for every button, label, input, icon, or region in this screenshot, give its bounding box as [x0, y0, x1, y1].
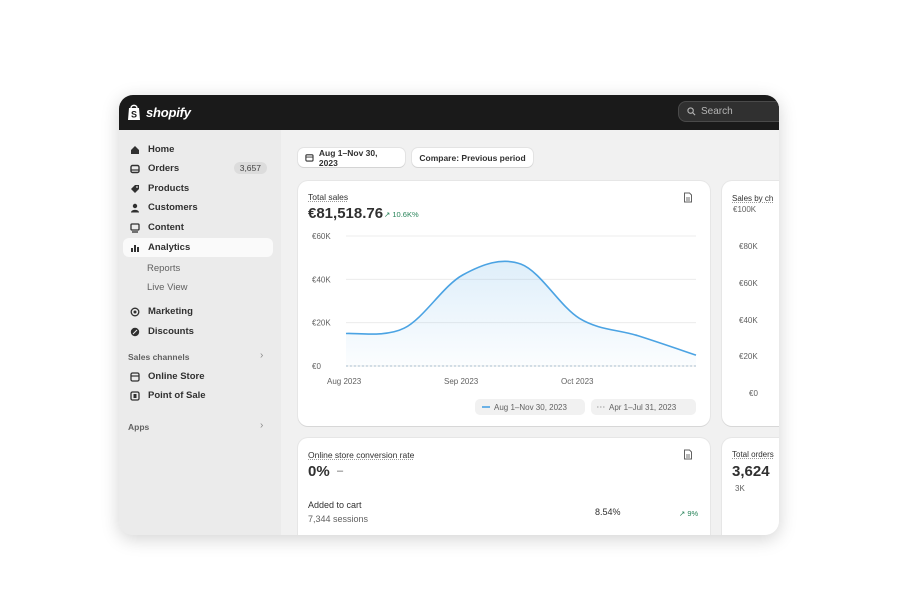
- main-content: Aug 1–Nov 30, 2023 Compare: Previous per…: [281, 130, 779, 535]
- sidebar-item-label: Content: [148, 222, 184, 233]
- sidebar-item-label: Point of Sale: [148, 390, 206, 401]
- sidebar-item-orders[interactable]: Orders 3,657: [123, 159, 273, 178]
- y-tick-label: €0: [749, 389, 758, 398]
- sidebar-item-online-store[interactable]: Online Store: [123, 367, 273, 386]
- legend-chip: [475, 399, 585, 415]
- y-tick-label: €40K: [739, 316, 758, 325]
- target-icon: [129, 306, 141, 318]
- sidebar-item-label: Orders: [148, 163, 180, 174]
- conversion-rate-value: 0%: [308, 463, 330, 480]
- sidebar-subitem-live-view[interactable]: Live View: [147, 282, 188, 293]
- tag-icon: [129, 183, 141, 195]
- orders-icon: [129, 163, 141, 175]
- chevron-right-icon[interactable]: ›: [260, 420, 264, 431]
- sidebar-item-discounts[interactable]: Discounts: [123, 322, 273, 341]
- brand-name: shopify: [146, 104, 191, 120]
- area-fill-current-period: [346, 261, 696, 366]
- discount-icon: [129, 326, 141, 338]
- total-sales-chart: €60K €40K €20K €0 Aug 2023 Sep 2023 Oct 2023 Au…: [312, 232, 697, 415]
- sales-channels-heading[interactable]: Sales channels: [128, 352, 190, 362]
- calendar-icon: [305, 154, 314, 162]
- sidebar-item-home[interactable]: Home: [123, 140, 273, 159]
- sidebar-item-analytics[interactable]: Analytics: [123, 238, 273, 257]
- shopify-logo[interactable]: S shopify: [126, 103, 191, 121]
- y-tick-label: €100K: [733, 205, 757, 214]
- store-icon: [129, 371, 141, 383]
- y-tick-label: €40K: [312, 275, 331, 284]
- total-sales-delta: ↗ 10.6K%: [384, 210, 419, 219]
- person-icon: [129, 202, 141, 214]
- sidebar-item-marketing[interactable]: Marketing: [123, 302, 273, 321]
- y-tick-label: 3K: [735, 484, 745, 493]
- conversion-rate-dash: –: [337, 465, 344, 477]
- y-tick-label: €60K: [312, 232, 331, 241]
- shopify-bag-icon: S: [128, 104, 140, 120]
- funnel-step-percent: 8.54%: [595, 507, 621, 517]
- sidebar-item-content[interactable]: Content: [123, 218, 273, 237]
- compare-button[interactable]: Compare: Previous period: [412, 148, 533, 167]
- y-tick-label: €20K: [739, 352, 758, 361]
- sidebar-item-label: Products: [148, 183, 190, 194]
- x-tick-label: Aug 2023: [327, 377, 362, 386]
- y-tick-label: €80K: [739, 242, 758, 251]
- search-input[interactable]: Search: [678, 101, 779, 122]
- sidebar-item-label: Online Store: [148, 371, 205, 382]
- x-tick-label: Sep 2023: [444, 377, 479, 386]
- total-orders-title[interactable]: Total orders: [732, 450, 774, 459]
- chevron-right-icon[interactable]: ›: [260, 350, 264, 361]
- funnel-step-label: Added to cart: [308, 500, 362, 510]
- search-placeholder: Search: [701, 106, 733, 117]
- series-line-current-period: [345, 260, 697, 356]
- y-tick-label: €20K: [312, 319, 331, 328]
- sidebar-item-label: Analytics: [148, 242, 191, 253]
- orders-count-badge: 3,657: [233, 162, 267, 174]
- legend-label: Aug 1–Nov 30, 2023: [494, 403, 567, 412]
- total-orders-value: 3,624: [732, 463, 770, 480]
- top-bar: S shopify Search: [119, 95, 779, 130]
- compare-label: Compare: Previous period: [419, 152, 526, 163]
- home-icon: [129, 144, 141, 156]
- pos-icon: [129, 390, 141, 402]
- sidebar: Home Orders 3,657 Products Customers Con…: [119, 130, 281, 535]
- legend-chip: [591, 399, 696, 415]
- content-icon: [129, 222, 141, 234]
- conversion-rate-title[interactable]: Online store conversion rate: [308, 450, 415, 460]
- search-icon: [687, 107, 696, 116]
- date-range-label: Aug 1–Nov 30, 2023: [318, 147, 378, 168]
- sidebar-item-products[interactable]: Products: [123, 179, 273, 198]
- y-tick-label: €60K: [739, 279, 758, 288]
- total-sales-title[interactable]: Total sales: [308, 192, 349, 202]
- total-sales-value: €81,518.76: [308, 205, 384, 222]
- date-range-button[interactable]: Aug 1–Nov 30, 2023: [298, 147, 405, 168]
- svg-text:S: S: [131, 110, 137, 120]
- sidebar-item-label: Marketing: [148, 306, 193, 317]
- funnel-step-delta: ↗ 9%: [679, 509, 699, 518]
- total-sales-card: Total sales €81,518.76 ↗ 10.6K% €60K €40K…: [298, 181, 710, 426]
- y-tick-label: €0: [312, 362, 321, 371]
- apps-heading[interactable]: Apps: [128, 422, 150, 432]
- legend-label: Apr 1–Jul 31, 2023: [609, 403, 677, 412]
- sidebar-item-point-of-sale[interactable]: Point of Sale: [123, 386, 273, 405]
- x-tick-label: Oct 2023: [561, 377, 594, 386]
- export-report-icon[interactable]: [683, 192, 693, 203]
- sales-by-channel-card: Sales by ch €100K €80K €60K €40K €20K €0: [722, 181, 779, 426]
- funnel-step-sessions: 7,344 sessions: [308, 514, 369, 524]
- sidebar-item-customers[interactable]: Customers: [123, 198, 273, 217]
- sidebar-subitem-reports[interactable]: Reports: [147, 263, 181, 274]
- app-window: S shopify Search Home Orders 3,657 Produ…: [119, 95, 779, 535]
- total-orders-card: Total orders 3,624 3K: [722, 438, 779, 535]
- sidebar-item-label: Customers: [148, 202, 198, 213]
- sidebar-item-label: Home: [148, 144, 175, 155]
- sales-by-channel-title[interactable]: Sales by ch: [732, 194, 774, 203]
- export-report-icon[interactable]: [683, 449, 693, 460]
- sidebar-item-label: Discounts: [148, 326, 194, 337]
- bar-chart-icon: [129, 242, 141, 254]
- conversion-rate-card: Online store conversion rate 0% – Added …: [298, 438, 710, 535]
